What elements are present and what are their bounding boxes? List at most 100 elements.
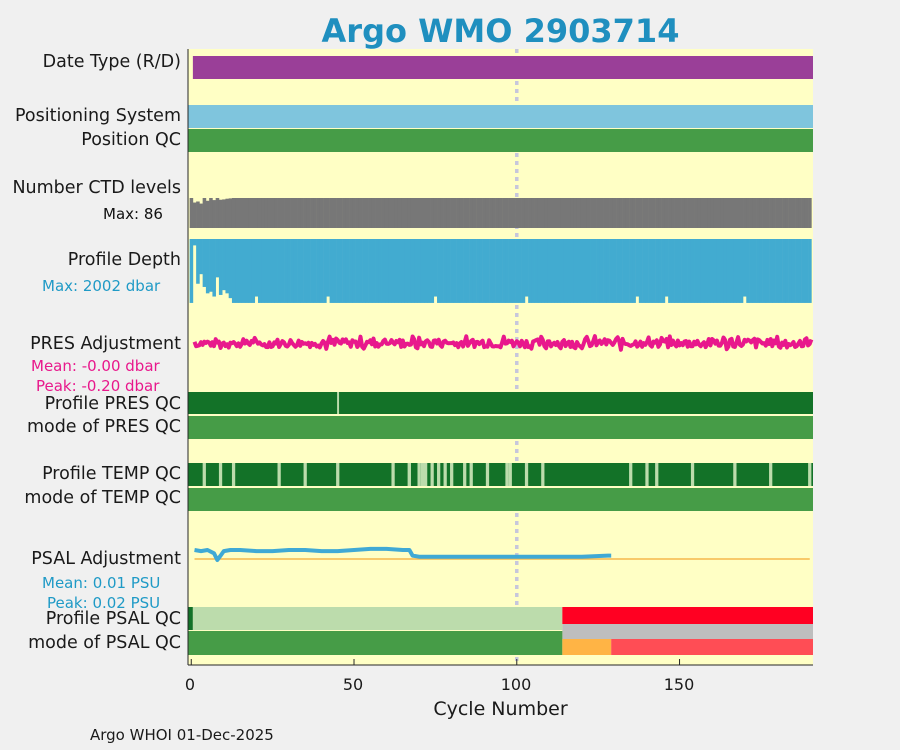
ctd-level-bar: [251, 198, 256, 228]
profile-depth-bar: [371, 239, 376, 303]
profile-depth-bar: [635, 239, 640, 297]
profile-depth-bar: [495, 239, 500, 303]
profile-depth-bar: [671, 239, 675, 303]
profile-temp-qc-flag: [541, 463, 545, 486]
ctd-level-bar: [424, 198, 428, 228]
profile-temp-qc-flag: [336, 463, 340, 486]
profile-depth-bar: [729, 239, 734, 303]
profile-depth-bar: [271, 239, 275, 303]
ctd-level-bar: [729, 198, 734, 228]
profile-depth-bar: [391, 239, 396, 303]
profile-depth-bar: [726, 239, 731, 303]
profile-depth-bar: [583, 239, 588, 303]
profile-depth-bar: [739, 239, 744, 303]
profile-depth-bar: [316, 239, 321, 303]
profile-depth-bar: [563, 239, 568, 303]
ctd-level-bar: [300, 198, 304, 228]
profile-depth-bar: [576, 239, 581, 303]
x-tick-label: 100: [500, 675, 532, 694]
ctd-level-bar: [778, 198, 783, 228]
profile-depth-bar: [290, 239, 295, 303]
ctd-level-bar: [371, 198, 376, 228]
ctd-level-bar: [560, 198, 565, 228]
profile-depth-bar: [502, 239, 506, 303]
profile-depth-bar: [651, 239, 656, 303]
ctd-level-bar: [378, 198, 382, 228]
ctd-level-bar: [215, 198, 220, 228]
ctd-level-bar: [362, 198, 366, 228]
profile-depth-bar: [632, 239, 636, 303]
x-tick-label: 150: [663, 675, 695, 694]
ctd-level-bar: [443, 198, 448, 228]
ctd-level-bar: [619, 198, 623, 228]
ctd-level-bar: [332, 198, 337, 228]
ctd-level-bar: [531, 198, 535, 228]
ctd-level-bar: [498, 198, 503, 228]
profile-depth-bar: [358, 239, 363, 303]
profile-temp-qc-flag: [303, 463, 307, 486]
profile-depth-bar: [645, 239, 649, 303]
profile-depth-bar: [251, 239, 256, 303]
footer-credit: Argo WHOI 01-Dec-2025: [90, 726, 274, 744]
profile-temp-qc-flag: [524, 463, 529, 486]
ctd-level-bar: [752, 198, 757, 228]
ctd-level-bar: [212, 200, 216, 228]
mode-pres-qc-bar: [188, 416, 813, 439]
ctd-level-bar: [388, 198, 392, 228]
ctd-level-bar: [222, 199, 226, 228]
profile-depth-bar: [433, 239, 438, 297]
mode-temp-qc-bar: [188, 488, 813, 511]
profile-depth-bar: [664, 239, 669, 297]
ctd-level-bar: [557, 198, 562, 228]
profile-depth-bar: [554, 239, 558, 303]
ctd-level-bar: [489, 198, 493, 228]
ctd-level-bar: [218, 199, 223, 228]
ctd-level-bar: [795, 198, 799, 228]
ctd-level-bar: [326, 198, 330, 228]
profile-depth-bar: [261, 239, 265, 303]
profile-temp-qc-flag: [424, 463, 428, 486]
profile-depth-bar: [420, 239, 425, 303]
ctd-level-bar: [417, 198, 422, 228]
ctd-level-bar: [658, 198, 662, 228]
ctd-level-bar: [189, 198, 194, 228]
profile-temp-qc-flag: [202, 463, 206, 486]
profile-depth-bar: [684, 239, 688, 303]
ctd-level-bar: [231, 198, 236, 228]
profile-temp-qc-flag: [733, 463, 737, 486]
ctd-level-bar: [284, 198, 288, 228]
profile-depth-bar: [791, 239, 796, 303]
profile-depth-bar: [541, 239, 545, 303]
ctd-level-bar: [716, 198, 721, 228]
profile-depth-bar: [267, 239, 272, 303]
chart-title: Argo WMO 2903714: [321, 12, 680, 50]
profile-depth-bar: [277, 239, 282, 303]
ctd-level-bar: [720, 198, 724, 228]
profile-depth-bar: [603, 239, 607, 303]
profile-depth-bar: [743, 239, 747, 297]
ctd-level-bar: [352, 198, 356, 228]
x-axis-label: Cycle Number: [433, 698, 568, 720]
profile-temp-qc-flag: [430, 463, 434, 486]
profile-depth-bar: [765, 239, 770, 303]
profile-depth-bar: [752, 239, 757, 303]
ctd-level-bar: [570, 198, 575, 228]
profile-depth-bar: [550, 239, 555, 303]
ctd-level-bar: [280, 198, 285, 228]
profile-depth-bar: [459, 239, 464, 303]
ctd-level-bar: [342, 198, 347, 228]
profile-depth-bar: [580, 239, 584, 303]
date-type-bar: [192, 56, 813, 79]
profile-depth-bar: [407, 239, 412, 303]
x-tick-label: 0: [184, 675, 196, 694]
profile-depth-bar: [782, 239, 786, 303]
profile-psal-qc-bar: [562, 624, 813, 639]
profile-depth-bar: [586, 239, 591, 303]
ctd-level-bar: [596, 198, 601, 228]
profile-depth-bar: [388, 239, 392, 303]
ctd-level-bar: [808, 198, 812, 228]
ctd-level-bar: [785, 198, 789, 228]
ctd-level-bar: [482, 198, 487, 228]
profile-depth-bar: [661, 239, 666, 303]
profile-temp-qc-flag: [231, 463, 236, 486]
